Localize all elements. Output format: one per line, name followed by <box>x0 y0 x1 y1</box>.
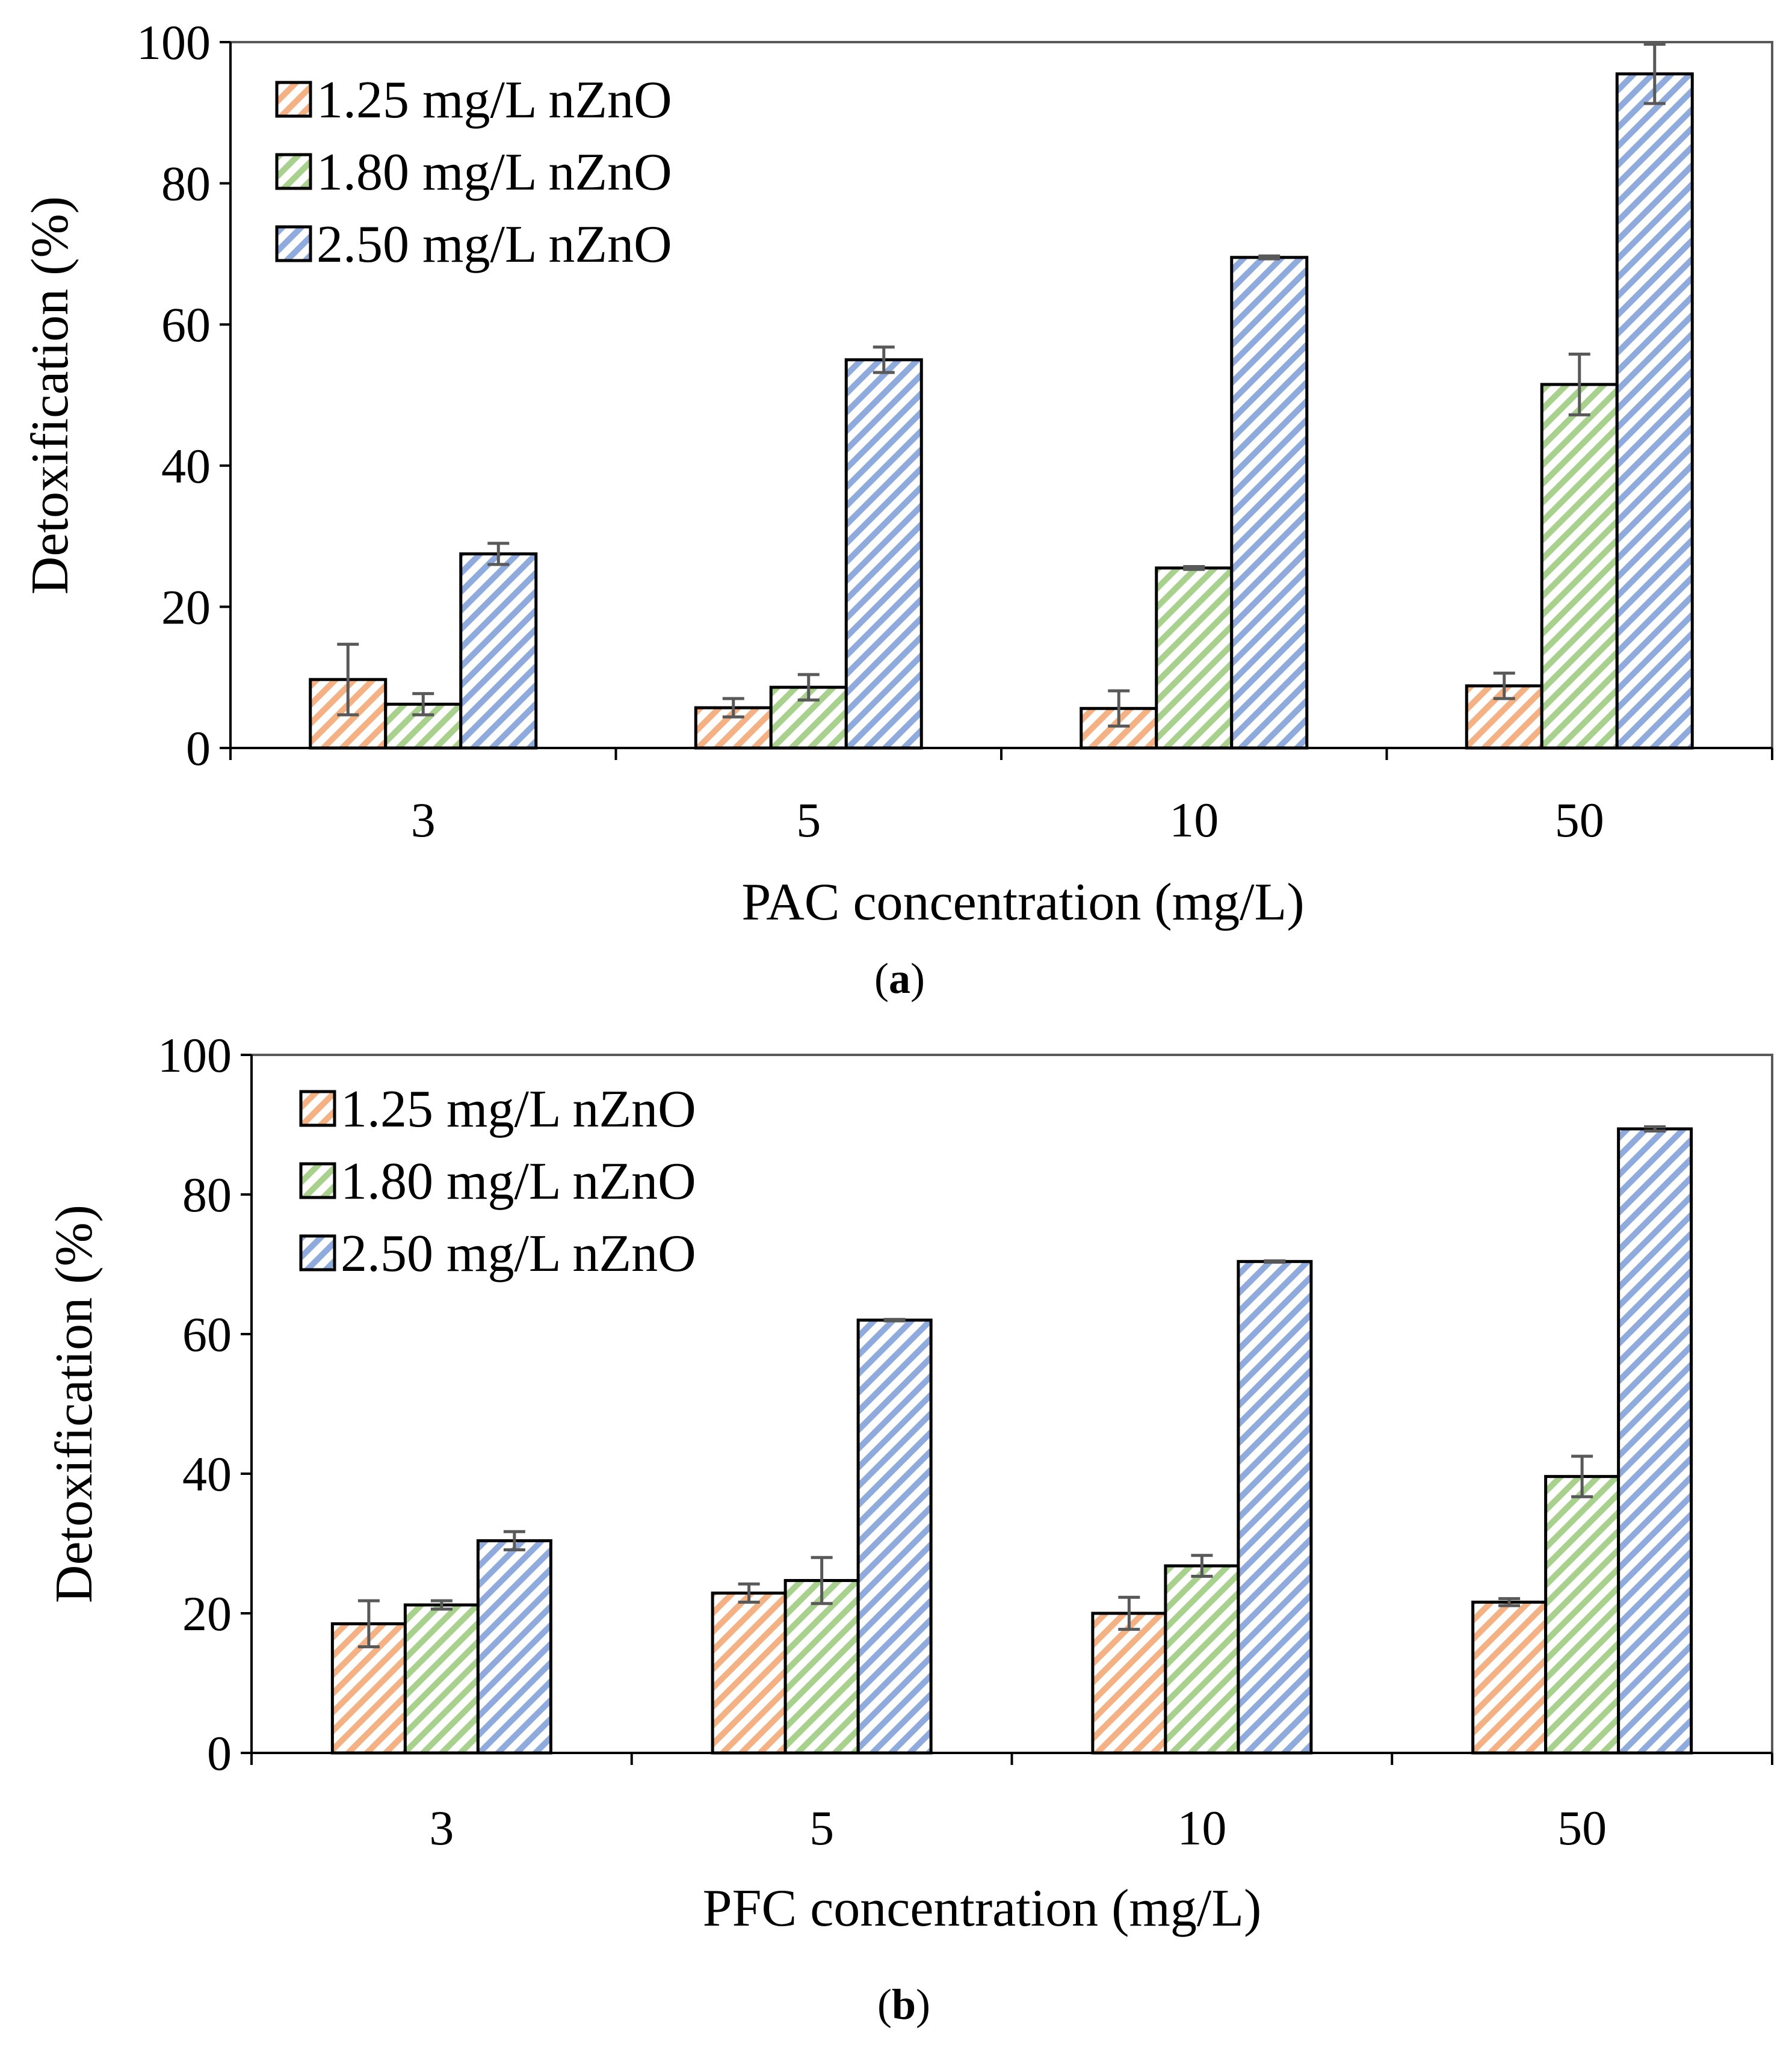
legend-label: 1.80 mg/L nZnO <box>341 1152 696 1211</box>
legend: 1.25 mg/L nZnO 1.80 mg/L nZnO 2.50 mg/L nZ… <box>275 71 672 274</box>
axes-group: 0 20 40 60 80 100 3 5 10 50 <box>158 1028 1773 1855</box>
caption-letter: b <box>892 1980 916 2029</box>
x-tick-label: 50 <box>1557 1800 1607 1855</box>
x-tick-label: 3 <box>411 793 436 847</box>
axes-group: 0 20 40 60 80 100 3 5 10 50 <box>137 15 1773 847</box>
bar <box>1540 383 1619 750</box>
bars-group <box>309 43 1694 750</box>
x-tick-label: 5 <box>809 1800 834 1855</box>
legend-swatch <box>275 81 312 118</box>
legend-swatch <box>299 1234 336 1272</box>
y-tick-label: 80 <box>161 156 211 211</box>
legend-swatch <box>299 1090 336 1127</box>
bar <box>1164 1564 1240 1755</box>
y-tick-label: 20 <box>182 1586 232 1641</box>
x-tick-label: 5 <box>796 793 821 847</box>
legend-label: 1.25 mg/L nZnO <box>341 1080 696 1139</box>
caption-letter: a <box>889 954 910 1003</box>
legend-swatch <box>299 1162 336 1199</box>
bar <box>1230 256 1309 750</box>
legend-swatch <box>275 225 312 262</box>
bar <box>1544 1475 1621 1755</box>
y-axis-title: Detoxification (%) <box>21 196 79 595</box>
y-tick-label: 60 <box>182 1307 232 1362</box>
x-tick-label: 3 <box>429 1800 454 1855</box>
legend-label: 2.50 mg/L nZnO <box>341 1225 696 1283</box>
bar <box>844 358 923 750</box>
y-tick-label: 0 <box>207 1726 232 1781</box>
x-tick-label: 10 <box>1169 793 1219 847</box>
bar <box>711 1591 787 1755</box>
panel-caption: (a) <box>874 954 925 1003</box>
caption-close: ) <box>910 954 925 1003</box>
bar <box>856 1318 933 1755</box>
bar <box>1091 1612 1167 1755</box>
chart-panel-a: 0 20 40 60 80 100 3 5 10 50 1.25 mg/L nZnO 1.80 mg… <box>21 15 1773 1003</box>
caption-close: ) <box>916 1980 930 2029</box>
y-axis-title: Detoxification (%) <box>45 1205 104 1603</box>
legend-swatch <box>275 153 312 190</box>
x-tick-label: 10 <box>1177 1800 1226 1855</box>
y-tick-label: 100 <box>158 1028 232 1083</box>
bar <box>1617 1127 1693 1755</box>
bar <box>783 1578 860 1755</box>
bar <box>1615 72 1694 750</box>
y-tick-label: 40 <box>182 1447 232 1501</box>
chart-panel-b: 0 20 40 60 80 100 3 5 10 50 1.25 mg/L nZnO 1.80 mg… <box>45 1028 1773 2029</box>
legend-label: 2.50 mg/L nZnO <box>317 215 672 274</box>
bars-group <box>330 1125 1693 1755</box>
y-tick-label: 100 <box>137 15 211 70</box>
legend-label: 1.80 mg/L nZnO <box>317 143 672 202</box>
bar <box>476 1539 552 1755</box>
legend-label: 1.25 mg/L nZnO <box>317 71 672 129</box>
caption-open: ( <box>877 1980 892 2029</box>
x-tick-label: 50 <box>1555 793 1604 847</box>
x-axis-title: PFC concentration (mg/L) <box>703 1879 1262 1938</box>
legend: 1.25 mg/L nZnO 1.80 mg/L nZnO 2.50 mg/L nZ… <box>299 1080 696 1283</box>
y-tick-label: 20 <box>161 579 211 634</box>
caption-open: ( <box>874 954 889 1003</box>
x-axis-title: PAC concentration (mg/L) <box>741 873 1304 932</box>
y-tick-label: 80 <box>182 1167 232 1222</box>
bar <box>403 1603 480 1755</box>
y-tick-label: 40 <box>161 439 211 493</box>
y-tick-label: 60 <box>161 297 211 352</box>
bar <box>1237 1259 1313 1755</box>
bar <box>1471 1600 1548 1755</box>
y-tick-label: 0 <box>186 721 211 776</box>
bar <box>459 552 538 750</box>
panel-caption: (b) <box>877 1980 930 2029</box>
bar <box>1155 566 1234 750</box>
